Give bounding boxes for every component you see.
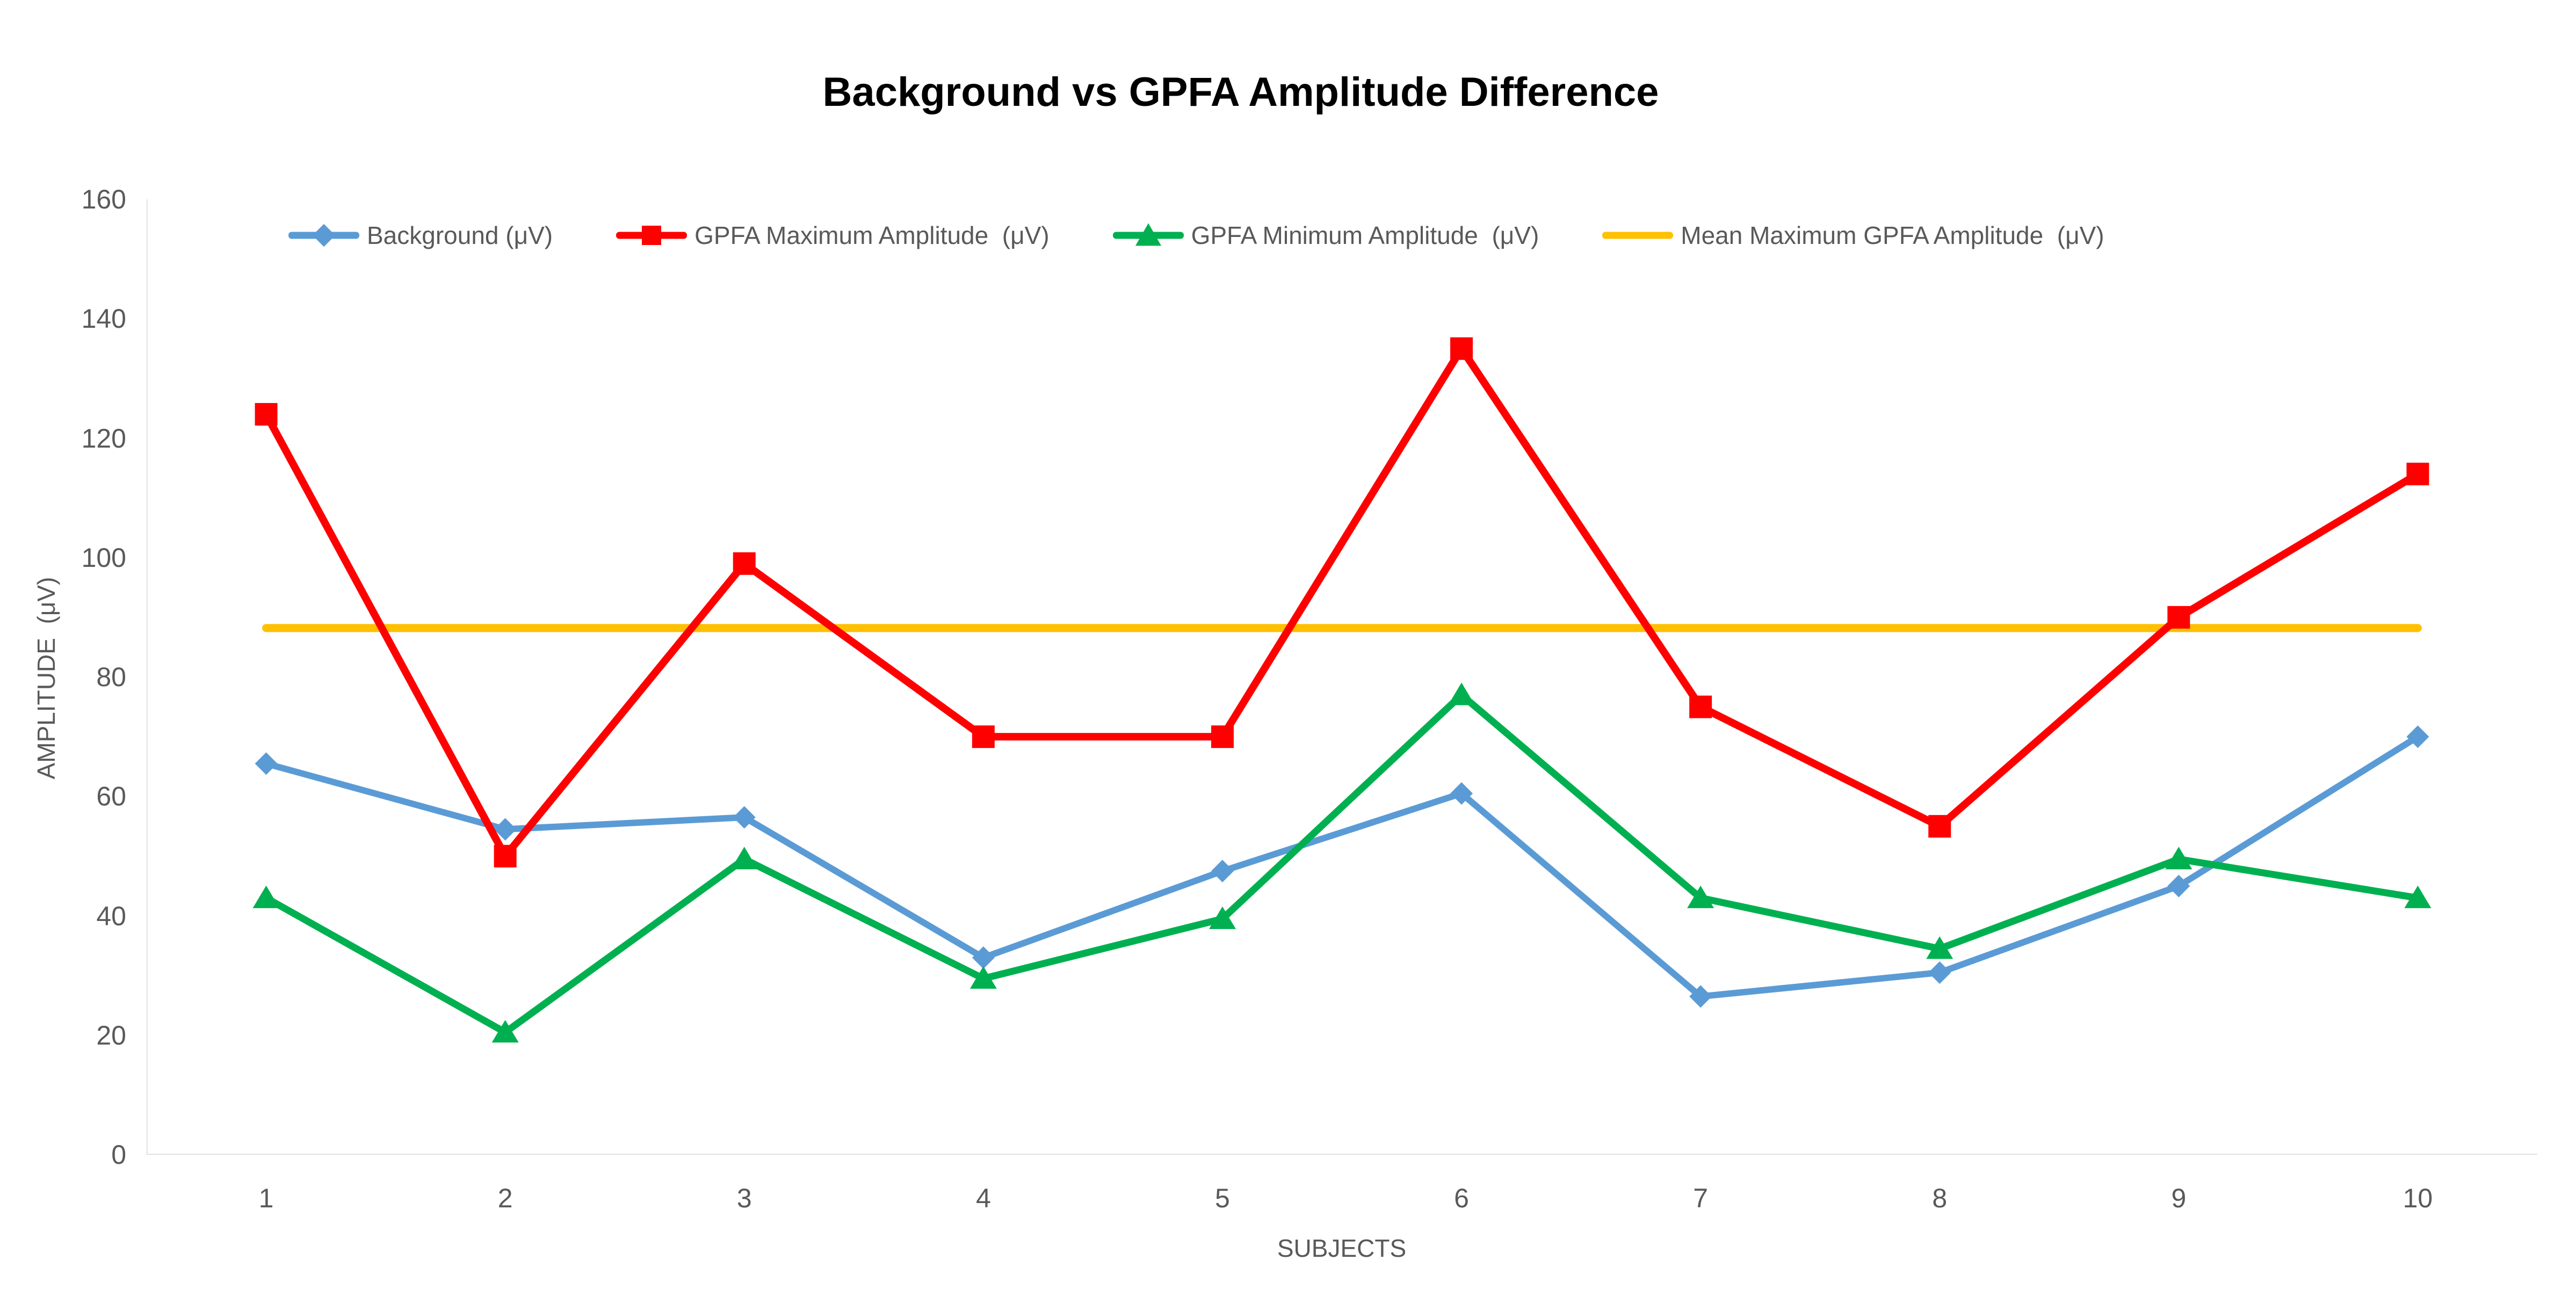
series-gpfa-max-marker [1928,815,1951,838]
y-tick-label: 20 [96,1020,126,1050]
series-background-line [263,733,2421,1000]
series-gpfa-max-marker [1211,725,1234,748]
series-gpfa-min-marker [2165,846,2193,869]
y-tick-label: 80 [96,662,126,692]
x-tick-label: 5 [1215,1183,1230,1213]
chart-title: Background vs GPFA Amplitude Difference [822,69,1659,115]
x-tick-label: 10 [2403,1183,2433,1213]
x-axis-title: SUBJECTS [1277,1234,1407,1262]
series-background-marker [972,946,995,969]
series-background-marker [733,806,756,829]
y-axis-title: AMPLITUDE (μV) [32,577,60,780]
series-gpfa-min-marker [730,846,758,869]
legend-line [1602,232,1674,239]
legend-label: GPFA Minimum Amplitude (μV) [1191,221,1539,249]
legend-line-swatch [1602,219,1674,251]
chart-canvas [147,199,2537,1155]
series-gpfa-min-marker [491,1020,519,1043]
x-tick-label: 7 [1693,1183,1709,1213]
series-gpfa-max-marker [2167,606,2190,629]
x-tick-label: 9 [2171,1183,2187,1213]
series-gpfa-min-marker [1209,906,1236,930]
legend-diamond-swatch [288,219,359,251]
series-gpfa-max-marker [1450,337,1473,360]
series-background-marker [2167,874,2190,897]
x-tick-label: 6 [1454,1183,1469,1213]
x-tick-label: 8 [1932,1183,1948,1213]
y-tick-label: 140 [81,304,126,334]
series-gpfa-max-marker [1689,695,1712,718]
series-background-marker [2406,725,2429,748]
legend-label: GPFA Maximum Amplitude (μV) [694,221,1050,249]
y-tick-label: 40 [96,901,126,931]
x-tick-label: 2 [497,1183,513,1213]
legend-item-gpfa-min: GPFA Minimum Amplitude (μV) [1112,219,1539,251]
series-background-marker [494,818,517,841]
plot-area [147,199,2537,1155]
series-gpfa-min-marker [1926,936,1953,959]
series-background-marker [1928,961,1951,984]
series-gpfa-max-marker [255,403,278,426]
series-background-marker [255,752,278,775]
legend-label: Mean Maximum GPFA Amplitude (μV) [1681,221,2104,249]
series-gpfa-min-marker [1448,682,1475,706]
series-background-marker [1689,985,1712,1008]
y-tick-label: 60 [96,781,126,812]
series-background-marker [1450,782,1473,805]
legend-square-swatch [616,219,688,251]
series-gpfa-max-marker [733,552,756,575]
series-gpfa-max-marker [972,725,995,748]
series-gpfa-min-marker [252,886,280,909]
legend-item-mean-max: Mean Maximum GPFA Amplitude (μV) [1602,219,2104,251]
x-tick-label: 3 [736,1183,752,1213]
x-tick-label: 1 [258,1183,274,1213]
series-gpfa-min-line [263,691,2421,1036]
series-gpfa-max-line [262,344,2422,860]
legend-item-background: Background (μV) [288,219,553,251]
y-tick-label: 120 [81,423,126,453]
legend-label: Background (μV) [367,221,553,249]
y-tick-label: 100 [81,542,126,573]
legend: Background (μV) GPFA Maximum Amplitude (μ… [288,213,2104,258]
square-icon [642,226,662,245]
series-gpfa-max-marker [494,845,517,868]
series-gpfa-min-marker [969,966,997,989]
legend-item-gpfa-max: GPFA Maximum Amplitude (μV) [616,219,1050,251]
series-gpfa-min-marker [1687,886,1714,909]
y-tick-label: 160 [81,184,126,214]
legend-triangle-swatch [1112,219,1184,251]
series-background-marker [1211,860,1234,883]
y-tick-label: 0 [111,1140,126,1170]
x-tick-label: 4 [975,1183,991,1213]
series-gpfa-max-marker [2406,463,2429,486]
series-gpfa-min-marker [2404,886,2432,909]
triangle-icon [1135,223,1161,246]
